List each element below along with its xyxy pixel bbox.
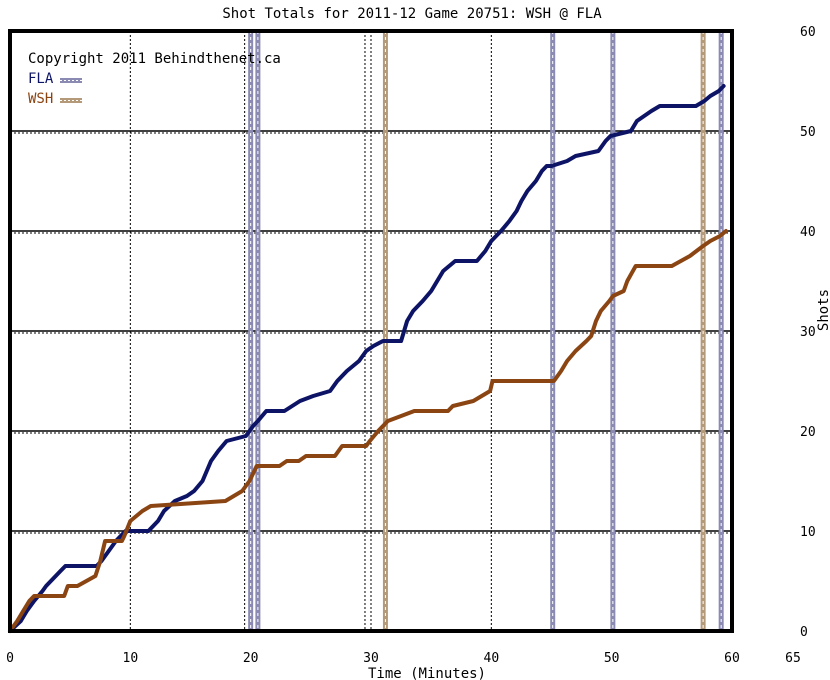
x-axis-label: Time (Minutes) <box>368 666 486 680</box>
series-line-fla <box>8 84 726 633</box>
y-axis-label: Shots <box>816 289 830 331</box>
series-line-wsh <box>8 229 728 633</box>
x-tick-label: 65 <box>785 651 801 666</box>
x-tick-label: 30 <box>363 651 379 666</box>
x-tick-label: 60 <box>724 651 740 666</box>
y-tick-label: 40 <box>800 225 816 240</box>
event-lines <box>248 31 724 631</box>
y-tick-label: 0 <box>800 625 808 640</box>
y-tick-label: 50 <box>800 125 816 140</box>
x-tick-label: 50 <box>604 651 620 666</box>
y-tick-label: 30 <box>800 325 816 340</box>
y-axis-ticks: 0 10 20 30 40 50 60 <box>800 25 816 640</box>
legend-swatch-wsh <box>60 98 82 103</box>
legend-swatch-bar <box>60 78 82 83</box>
chart-title: Shot Totals for 2011-12 Game 20751: WSH … <box>222 6 602 22</box>
legend-label-wsh: WSH <box>28 91 53 107</box>
y-tick-label: 60 <box>800 25 816 40</box>
x-tick-label: 40 <box>484 651 500 666</box>
plot-frame <box>8 29 734 633</box>
legend-label-fla: FLA <box>28 71 54 87</box>
legend-swatch-bar <box>60 98 82 103</box>
x-tick-label: 20 <box>243 651 259 666</box>
y-tick-label: 20 <box>800 425 816 440</box>
series-lines <box>8 84 728 633</box>
x-tick-label: 0 <box>6 651 14 666</box>
legend: Copyright 2011 Behindthenet.ca FLA WSH <box>28 51 281 107</box>
x-axis-ticks: 0 10 20 30 40 50 60 65 <box>6 651 801 666</box>
x-tick-label: 10 <box>123 651 139 666</box>
copyright-text: Copyright 2011 Behindthenet.ca <box>28 51 281 67</box>
y-tick-label: 10 <box>800 525 816 540</box>
legend-swatch-fla <box>60 78 82 83</box>
